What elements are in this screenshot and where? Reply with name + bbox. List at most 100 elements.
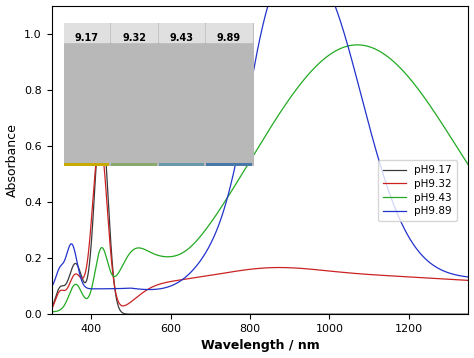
Bar <box>64 165 109 167</box>
Bar <box>111 164 157 166</box>
Bar <box>111 163 157 165</box>
Bar <box>206 165 252 167</box>
Bar <box>206 164 252 166</box>
Bar <box>159 164 204 166</box>
pH9.32 <box>465 278 471 282</box>
pH9.17 <box>99 116 104 120</box>
Bar <box>64 163 109 165</box>
Bar <box>206 163 252 165</box>
Bar <box>206 163 252 166</box>
Bar <box>111 165 157 167</box>
Bar <box>159 165 204 167</box>
Bar <box>159 164 204 166</box>
Bar <box>159 165 204 168</box>
Bar <box>111 164 157 166</box>
Bar <box>64 165 109 168</box>
Bar <box>64 164 109 166</box>
Bar <box>64 165 109 167</box>
Bar <box>111 165 157 167</box>
pH9.43 <box>355 43 360 47</box>
Bar <box>64 164 109 166</box>
Bar <box>206 163 252 165</box>
Bar <box>159 163 204 165</box>
Bar <box>206 163 252 166</box>
pH9.32 <box>457 278 463 282</box>
Y-axis label: Absorbance: Absorbance <box>6 123 18 197</box>
Bar <box>206 165 252 167</box>
Bar <box>159 164 204 166</box>
Bar <box>111 165 157 167</box>
pH9.89 <box>227 187 232 192</box>
Bar <box>159 165 204 168</box>
Bar <box>159 164 204 167</box>
Bar <box>206 164 252 166</box>
pH9.43 <box>209 219 214 224</box>
pH9.32 <box>227 270 232 274</box>
Bar <box>111 164 157 167</box>
Bar <box>206 165 252 167</box>
pH9.43 <box>465 163 471 167</box>
Bar <box>64 165 109 167</box>
Bar <box>111 163 157 165</box>
Bar <box>64 164 109 166</box>
Bar <box>206 165 252 168</box>
Bar <box>206 163 252 165</box>
Bar <box>64 165 109 168</box>
Bar <box>159 165 204 167</box>
Bar <box>159 165 204 168</box>
Bar <box>111 164 157 166</box>
Bar <box>111 164 157 166</box>
Bar <box>159 164 204 166</box>
pH9.17 <box>227 312 232 316</box>
Bar <box>111 164 157 166</box>
pH9.17 <box>49 306 55 310</box>
pH9.17 <box>458 312 464 316</box>
Bar <box>206 164 252 166</box>
Bar <box>206 165 252 168</box>
Bar <box>159 164 204 166</box>
Bar <box>159 163 204 165</box>
Bar <box>111 163 157 166</box>
Bar <box>64 163 109 166</box>
X-axis label: Wavelength / nm: Wavelength / nm <box>201 339 319 352</box>
Bar <box>64 163 109 165</box>
Bar <box>64 164 109 167</box>
Bar <box>64 164 109 167</box>
Bar <box>206 23 252 42</box>
Bar <box>64 165 109 168</box>
pH9.43 <box>49 310 55 314</box>
Line: pH9.43: pH9.43 <box>52 45 468 312</box>
Bar <box>64 165 109 168</box>
Bar <box>159 165 204 168</box>
Bar <box>206 164 252 167</box>
Bar <box>206 165 252 167</box>
Bar <box>64 163 109 165</box>
Bar <box>159 163 204 166</box>
Bar <box>64 164 109 166</box>
pH9.43 <box>96 250 102 254</box>
Bar <box>111 164 157 166</box>
Bar <box>64 163 109 166</box>
Bar <box>159 164 204 166</box>
Bar <box>206 164 252 166</box>
Bar <box>64 164 109 166</box>
Bar <box>206 164 252 167</box>
Bar <box>111 165 157 168</box>
Bar <box>64 163 109 165</box>
Bar <box>111 165 157 168</box>
Bar <box>111 164 157 167</box>
Bar <box>206 165 252 168</box>
Bar <box>206 163 252 165</box>
pH9.17 <box>465 312 471 316</box>
Bar <box>64 163 109 165</box>
pH9.89 <box>465 275 471 279</box>
Bar <box>159 164 204 166</box>
Bar <box>64 164 109 166</box>
Bar <box>159 164 204 167</box>
pH9.32 <box>96 140 102 145</box>
Bar <box>111 164 157 166</box>
Bar <box>64 164 109 166</box>
Text: 9.32: 9.32 <box>122 33 146 43</box>
Bar <box>111 164 157 167</box>
Bar <box>111 165 157 167</box>
